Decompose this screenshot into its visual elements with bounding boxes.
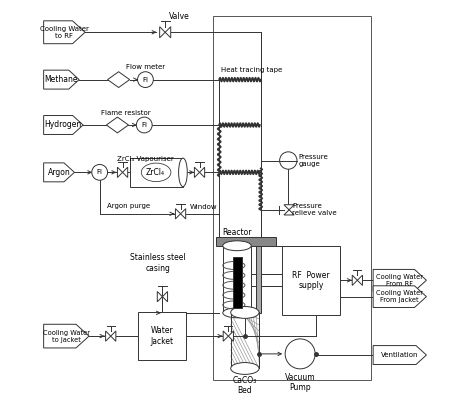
Text: CaCO₃
Bed: CaCO₃ Bed <box>233 376 257 395</box>
Polygon shape <box>223 331 228 341</box>
Bar <box>233 257 242 308</box>
Circle shape <box>280 152 297 169</box>
Polygon shape <box>284 210 294 215</box>
Bar <box>231 312 259 368</box>
Text: Flow meter: Flow meter <box>126 64 165 70</box>
Text: Reactor: Reactor <box>222 228 252 238</box>
Circle shape <box>92 164 108 180</box>
Bar <box>130 158 183 186</box>
Polygon shape <box>352 275 357 286</box>
Text: FI: FI <box>141 122 147 128</box>
Ellipse shape <box>231 306 259 318</box>
Polygon shape <box>228 331 234 341</box>
Ellipse shape <box>223 308 251 318</box>
Polygon shape <box>284 205 294 210</box>
Text: RF  Power
supply: RF Power supply <box>292 270 330 290</box>
Bar <box>138 312 186 360</box>
Text: Window: Window <box>190 204 217 210</box>
Polygon shape <box>165 27 171 38</box>
Polygon shape <box>44 324 89 348</box>
Polygon shape <box>373 286 427 308</box>
Polygon shape <box>108 72 130 88</box>
Text: Water
Jacket: Water Jacket <box>151 326 174 346</box>
Text: Hydrogen: Hydrogen <box>45 120 82 130</box>
Polygon shape <box>163 292 167 302</box>
Bar <box>256 242 262 313</box>
Polygon shape <box>194 167 200 178</box>
Bar <box>283 246 339 315</box>
Text: Ventilation: Ventilation <box>381 352 419 358</box>
Text: ZrCl₄: ZrCl₄ <box>146 168 164 177</box>
Text: Stainless steel
casing: Stainless steel casing <box>130 253 186 273</box>
Polygon shape <box>44 21 85 44</box>
Polygon shape <box>181 209 186 219</box>
Polygon shape <box>44 163 74 182</box>
Polygon shape <box>106 331 111 341</box>
Text: Argon: Argon <box>48 168 71 177</box>
Polygon shape <box>373 270 427 291</box>
Text: Methane: Methane <box>45 75 78 84</box>
Text: Valve: Valve <box>169 12 190 21</box>
Circle shape <box>137 117 152 133</box>
Text: FI: FI <box>143 77 148 83</box>
Circle shape <box>137 72 154 88</box>
Text: Cooling Water
to RF: Cooling Water to RF <box>40 26 89 39</box>
Ellipse shape <box>141 163 171 182</box>
Text: Vacuum
Pump: Vacuum Pump <box>285 373 316 392</box>
Polygon shape <box>106 117 128 133</box>
Text: Pressure
gauge: Pressure gauge <box>298 154 328 167</box>
Text: Pressure
relieve valve: Pressure relieve valve <box>292 203 337 216</box>
Polygon shape <box>44 116 83 134</box>
Ellipse shape <box>179 158 187 186</box>
Polygon shape <box>157 292 163 302</box>
Text: Argon purge: Argon purge <box>107 203 150 209</box>
Bar <box>217 237 276 246</box>
Bar <box>213 16 371 380</box>
Polygon shape <box>200 167 205 178</box>
Circle shape <box>285 339 315 369</box>
Text: Cooling Water
From Jacket: Cooling Water From Jacket <box>376 290 423 303</box>
Text: ZrCl₄ Vapouriser: ZrCl₄ Vapouriser <box>117 156 173 162</box>
Polygon shape <box>175 209 181 219</box>
Polygon shape <box>357 275 363 286</box>
Polygon shape <box>373 346 427 364</box>
Bar <box>223 246 251 313</box>
Text: Cooling Water
to Jacket: Cooling Water to Jacket <box>43 330 90 343</box>
Polygon shape <box>160 27 165 38</box>
Polygon shape <box>123 167 128 178</box>
Ellipse shape <box>223 241 251 251</box>
Text: FI: FI <box>97 169 103 175</box>
Ellipse shape <box>231 362 259 374</box>
Text: Flame resistor: Flame resistor <box>101 110 150 116</box>
Text: Cooling Water
From RF: Cooling Water From RF <box>376 274 423 287</box>
Text: Heat tracing tape: Heat tracing tape <box>221 66 283 72</box>
Polygon shape <box>44 70 79 89</box>
Polygon shape <box>118 167 123 178</box>
Polygon shape <box>111 331 116 341</box>
